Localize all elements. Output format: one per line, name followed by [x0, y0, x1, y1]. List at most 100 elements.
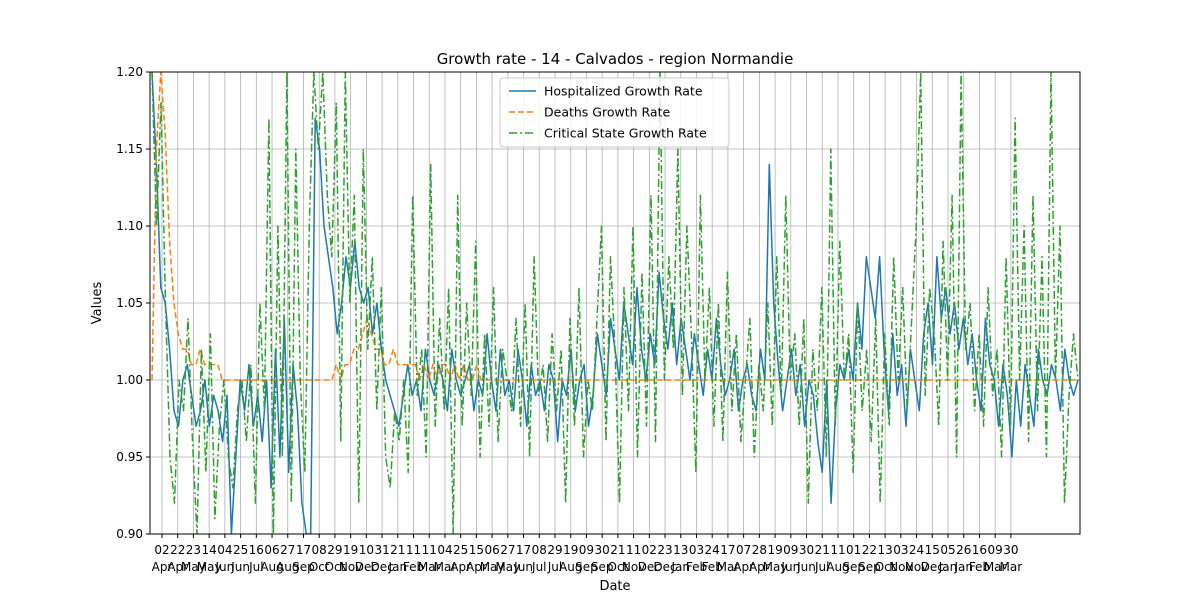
x-tick-day: 24 [705, 543, 720, 557]
x-tick-month: Apr [749, 560, 770, 574]
x-tick-month: Sep [591, 560, 614, 574]
x-tick-day: 16 [249, 543, 264, 557]
x-tick-month: Jan [671, 560, 691, 574]
x-tick-month: Sep [858, 560, 881, 574]
x-tick-month: Apr [167, 560, 188, 574]
x-tick-month: Apr [152, 560, 173, 574]
x-tick-day: 19 [343, 543, 358, 557]
legend-label-0: Hospitalized Growth Rate [544, 84, 703, 99]
x-tick-day: 08 [312, 543, 327, 557]
y-tick-label: 1.10 [116, 219, 143, 233]
x-tick-day: 21 [390, 543, 405, 557]
x-tick-month: Aug [826, 560, 849, 574]
x-tick-month: Apr [733, 560, 754, 574]
x-tick-day: 25 [233, 543, 248, 557]
x-tick-day: 02 [154, 543, 169, 557]
x-tick-day: 08 [532, 543, 547, 557]
x-tick-day: 19 [767, 543, 782, 557]
x-tick-day: 01 [846, 543, 861, 557]
x-tick-month: Nov [905, 560, 928, 574]
x-tick-day: 22 [862, 543, 877, 557]
x-tick-month: Apr [450, 560, 471, 574]
x-tick-month: Jan [938, 560, 958, 574]
x-tick-month: Dec [370, 560, 393, 574]
x-tick-day: 11 [626, 543, 641, 557]
x-tick-month: Dec [355, 560, 378, 574]
x-tick-month: Jun [780, 560, 800, 574]
x-tick-month: Sep [842, 560, 865, 574]
x-tick-day: 28 [752, 543, 767, 557]
x-tick-day: 11 [406, 543, 421, 557]
x-tick-day: 29 [327, 543, 342, 557]
x-tick-month: May [480, 560, 505, 574]
x-tick-day: 27 [500, 543, 515, 557]
x-axis: 02Apr22Apr23May14May04Jun25Jun16Jul06Aug… [152, 534, 1023, 574]
x-tick-day: 04 [217, 543, 232, 557]
x-tick-day: 17 [516, 543, 531, 557]
series-line-2 [151, 72, 1079, 534]
x-tick-month: Mar [418, 560, 441, 574]
x-tick-day: 29 [547, 543, 562, 557]
x-tick-day: 25 [453, 543, 468, 557]
x-tick-month: Nov [622, 560, 645, 574]
x-axis-label: Date [599, 579, 630, 594]
x-tick-day: 31 [374, 543, 389, 557]
x-tick-day: 02 [642, 543, 657, 557]
x-tick-month: Jul [814, 560, 829, 574]
x-tick-day: 30 [799, 543, 814, 557]
x-tick-day: 03 [689, 543, 704, 557]
x-tick-month: Jun [796, 560, 816, 574]
x-tick-month: Mar [1000, 560, 1023, 574]
y-tick-label: 0.90 [116, 527, 143, 541]
x-tick-day: 23 [186, 543, 201, 557]
x-tick-day: 07 [736, 543, 751, 557]
x-tick-month: Aug [276, 560, 299, 574]
x-tick-month: Feb [686, 560, 707, 574]
series-layer [151, 72, 1079, 534]
x-tick-day: 17 [296, 543, 311, 557]
x-tick-month: May [763, 560, 788, 574]
x-tick-day: 21 [815, 543, 830, 557]
x-tick-day: 26 [956, 543, 971, 557]
x-tick-day: 15 [469, 543, 484, 557]
x-tick-month: Oct [325, 560, 346, 574]
x-tick-month: Jun [230, 560, 250, 574]
x-tick-day: 23 [657, 543, 672, 557]
x-tick-month: Feb [702, 560, 723, 574]
x-tick-month: Mar [434, 560, 457, 574]
x-tick-month: Jun [215, 560, 235, 574]
x-tick-day: 21 [610, 543, 625, 557]
y-tick-label: 0.95 [116, 450, 143, 464]
y-tick-label: 1.05 [116, 296, 143, 310]
legend-label-2: Critical State Growth Rate [544, 126, 707, 141]
grid-lines [150, 71, 1080, 535]
x-tick-month: Nov [889, 560, 912, 574]
x-tick-month: Jul [547, 560, 562, 574]
legend: Hospitalized Growth Rate Deaths Growth Ra… [499, 77, 730, 148]
x-tick-day: 19 [563, 543, 578, 557]
x-tick-day: 09 [579, 543, 594, 557]
x-tick-month: Nov [339, 560, 362, 574]
x-tick-month: Jan [953, 560, 973, 574]
x-tick-month: Jun [513, 560, 533, 574]
x-tick-day: 13 [877, 543, 892, 557]
x-tick-month: Jul [248, 560, 263, 574]
legend-box [499, 77, 730, 148]
legend-label-1: Deaths Growth Rate [544, 105, 670, 120]
x-tick-day: 10 [359, 543, 374, 557]
x-tick-day: 22 [170, 543, 185, 557]
x-tick-month: Oct [309, 560, 330, 574]
y-tick-label: 1.00 [116, 373, 143, 387]
y-axis: 0.90 0.95 1.00 1.05 1.10 1.15 1.20 [116, 65, 150, 541]
x-tick-month: Mar [717, 560, 740, 574]
x-tick-day: 06 [264, 543, 279, 557]
x-tick-day: 14 [202, 543, 217, 557]
x-tick-month: Apr [466, 560, 487, 574]
x-tick-month: Sep [292, 560, 315, 574]
x-tick-day: 16 [972, 543, 987, 557]
x-tick-day: 11 [422, 543, 437, 557]
x-tick-day: 30 [595, 543, 610, 557]
x-tick-month: Oct [875, 560, 896, 574]
x-tick-month: Feb [969, 560, 990, 574]
x-tick-day: 06 [484, 543, 499, 557]
